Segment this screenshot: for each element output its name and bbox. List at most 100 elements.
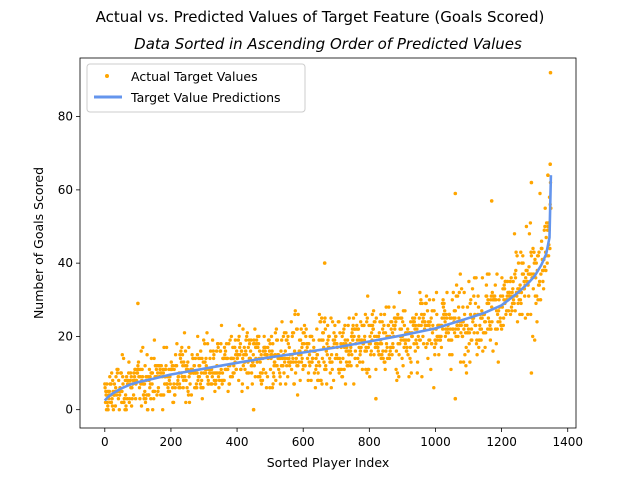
actual-point: [325, 342, 329, 346]
actual-point: [352, 334, 356, 339]
actual-point: [186, 360, 190, 364]
actual-point: [351, 316, 356, 320]
actual-point: [199, 349, 203, 353]
actual-point: [340, 375, 345, 379]
actual-point: [429, 367, 433, 372]
actual-point: [454, 283, 459, 287]
actual-point: [156, 386, 161, 390]
actual-point: [272, 375, 276, 379]
actual-point: [196, 378, 200, 383]
actual-point: [185, 386, 189, 390]
actual-point: [151, 408, 155, 412]
actual-point: [291, 360, 295, 364]
actual-point: [394, 349, 399, 353]
actual-point: [115, 393, 119, 397]
actual-point: [305, 345, 309, 350]
actual-point: [456, 305, 461, 309]
actual-point: [472, 294, 476, 298]
actual-point: [402, 345, 406, 350]
actual-point: [292, 382, 296, 386]
actual-point: [406, 353, 410, 357]
actual-point: [227, 382, 232, 386]
actual-point: [110, 397, 114, 401]
actual-point: [408, 345, 412, 350]
actual-point: [172, 382, 176, 386]
actual-point: [334, 334, 338, 339]
actual-point: [116, 367, 120, 372]
actual-point: [485, 294, 489, 298]
actual-point: [434, 290, 439, 295]
actual-point: [189, 393, 194, 397]
actual-point: [511, 279, 515, 284]
actual-point: [357, 334, 361, 339]
actual-point: [259, 353, 263, 357]
actual-point: [389, 327, 393, 331]
actual-point: [301, 367, 305, 372]
plot-frame: [79, 57, 577, 429]
actual-point: [467, 279, 471, 284]
actual-point: [296, 364, 300, 368]
actual-point: [466, 327, 471, 331]
actual-point: [502, 287, 507, 291]
actual-point: [269, 334, 274, 339]
chart-title: Actual vs. Predicted Values of Target Fe…: [96, 8, 545, 26]
actual-point: [428, 338, 432, 342]
actual-point: [514, 268, 518, 273]
actual-point: [391, 342, 395, 346]
actual-point: [522, 279, 526, 284]
actual-point: [475, 331, 480, 335]
actual-point: [423, 320, 427, 324]
actual-point: [428, 320, 432, 324]
actual-point: [256, 342, 261, 346]
actual-point: [342, 367, 346, 372]
actual-point: [132, 375, 137, 379]
actual-point: [181, 378, 186, 383]
actual-point: [290, 334, 294, 339]
actual-point: [480, 309, 484, 313]
actual-point: [345, 338, 350, 342]
actual-point: [286, 334, 290, 339]
actual-point: [480, 316, 484, 320]
actual-point: [468, 312, 473, 317]
actual-point: [352, 382, 356, 386]
actual-point: [182, 360, 186, 364]
actual-point: [463, 353, 467, 357]
actual-point: [214, 349, 219, 353]
actual-point: [494, 298, 498, 302]
actual-point: [295, 393, 300, 397]
actual-point: [513, 272, 517, 276]
actual-point: [190, 353, 194, 357]
actual-point: [447, 312, 452, 317]
actual-point: [326, 338, 330, 342]
actual-point: [287, 356, 291, 361]
actual-point: [341, 342, 346, 346]
actual-point: [271, 382, 275, 386]
actual-point: [274, 378, 278, 383]
actual-point: [393, 323, 397, 328]
actual-point: [217, 386, 221, 390]
actual-point: [138, 397, 142, 401]
actual-point: [540, 246, 544, 251]
actual-point: [458, 272, 462, 276]
actual-point: [320, 382, 324, 386]
actual-point: [210, 375, 214, 379]
actual-point: [515, 320, 520, 324]
actual-point: [459, 331, 463, 335]
actual-point: [240, 382, 245, 386]
actual-point: [390, 320, 394, 324]
actual-point: [266, 345, 270, 350]
actual-point: [195, 386, 199, 390]
actual-point: [168, 382, 172, 386]
x-axis-label: Sorted Player Index: [267, 455, 390, 470]
actual-point: [257, 334, 261, 339]
actual-point: [152, 338, 157, 342]
actual-point: [260, 378, 265, 383]
actual-point: [184, 378, 188, 383]
actual-point: [399, 327, 404, 331]
actual-point: [240, 389, 244, 394]
actual-point: [548, 246, 552, 251]
actual-point: [265, 353, 269, 357]
actual-point: [306, 378, 310, 383]
actual-point: [310, 334, 314, 339]
